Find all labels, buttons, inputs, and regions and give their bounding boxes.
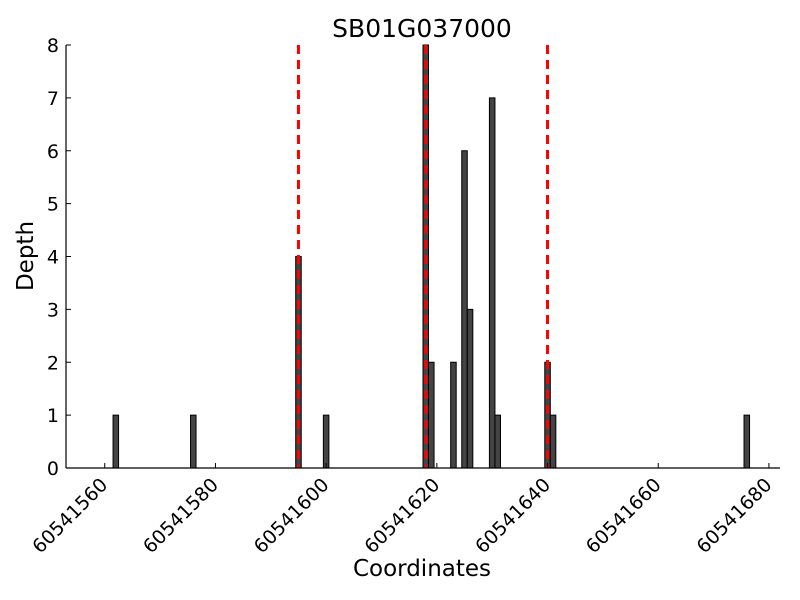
bar-13: [743, 414, 751, 469]
bar-6: [450, 361, 457, 469]
x-tick-label-3: 60541620: [360, 474, 444, 558]
x-tick-label-1: 60541580: [139, 474, 223, 558]
y-tick-label-4: 4: [47, 247, 59, 269]
chart-title: SB01G037000: [332, 14, 512, 43]
x-tick-label-6: 60541680: [692, 474, 776, 558]
bar-10: [494, 414, 501, 469]
x-axis-label: Coordinates: [353, 556, 491, 582]
marker-line-group: [296, 45, 550, 468]
bar-3: [322, 414, 330, 469]
bar-12: [549, 414, 557, 469]
bar-0: [112, 414, 120, 469]
y-tick-label-3: 3: [47, 299, 59, 321]
y-tick-label-6: 6: [47, 141, 59, 163]
y-axis-label: Depth: [13, 221, 39, 291]
x-tick-label-0: 60541560: [28, 474, 112, 558]
y-tick-group: 0 1 2 3 4 5 6 7 8: [47, 35, 71, 480]
bar-9: [488, 97, 496, 469]
x-tick-label-4: 60541640: [471, 474, 555, 558]
y-tick-label-0: 0: [47, 458, 59, 480]
y-tick-label-7: 7: [47, 88, 59, 110]
y-tick-label-8: 8: [47, 35, 59, 57]
y-tick-label-5: 5: [47, 194, 59, 216]
bar-7: [461, 150, 468, 469]
x-tick-group: 60541560 60541580 60541600 60541620 60541640…: [28, 463, 776, 558]
bar-5: [428, 361, 435, 469]
x-tick-label-5: 60541660: [582, 474, 666, 558]
bar-1: [190, 414, 197, 469]
y-tick-label-1: 1: [47, 405, 59, 427]
x-tick-label-2: 60541600: [250, 474, 334, 558]
bar-8: [466, 308, 474, 469]
bar-group: [112, 44, 751, 469]
y-tick-label-2: 2: [47, 352, 59, 374]
